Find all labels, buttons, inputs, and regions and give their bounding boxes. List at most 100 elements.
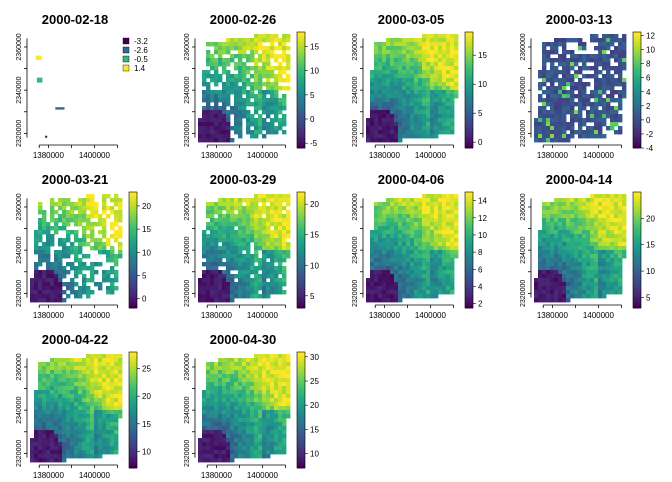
raster-cell xyxy=(606,278,610,282)
colorbar-step xyxy=(297,38,305,41)
raster-cell xyxy=(94,366,98,370)
raster-cell xyxy=(370,246,374,250)
colorbar-step xyxy=(129,401,137,404)
raster-cell xyxy=(242,50,246,54)
raster-cell xyxy=(86,194,90,198)
raster-cell xyxy=(58,458,62,462)
raster-cell xyxy=(98,398,102,402)
raster-cell xyxy=(554,278,558,282)
colorbar-step xyxy=(129,381,137,384)
colorbar-step xyxy=(465,44,473,47)
raster-cell xyxy=(234,274,238,278)
raster-cell xyxy=(418,114,422,118)
raster-cell xyxy=(542,90,546,94)
raster-cell xyxy=(278,390,282,394)
colorbar-step xyxy=(129,299,137,302)
raster-cell xyxy=(78,426,82,430)
raster-cell xyxy=(226,394,230,398)
raster-cell xyxy=(34,286,38,290)
raster-cell xyxy=(430,122,434,126)
raster-cell xyxy=(426,58,430,62)
raster-cell xyxy=(74,234,78,238)
raster-cell xyxy=(202,290,206,294)
colorbar-step xyxy=(465,70,473,73)
raster-cell xyxy=(206,378,210,382)
raster-cell xyxy=(410,210,414,214)
raster-cell xyxy=(434,294,438,298)
raster-cell xyxy=(270,46,274,50)
raster-cell xyxy=(58,202,62,206)
raster-cell xyxy=(606,238,610,242)
raster-cell xyxy=(250,234,254,238)
raster-cell xyxy=(238,270,242,274)
colorbar-step xyxy=(297,119,305,122)
raster-cell xyxy=(550,290,554,294)
raster-cell xyxy=(598,86,602,90)
raster-cell xyxy=(114,434,118,438)
raster-cell xyxy=(278,126,282,130)
raster-cell xyxy=(558,286,562,290)
raster-cell xyxy=(262,370,266,374)
raster-cell xyxy=(430,286,434,290)
raster-cell xyxy=(418,226,422,230)
raster-cell xyxy=(410,94,414,98)
raster-cell xyxy=(622,94,626,98)
raster-cell xyxy=(558,290,562,294)
raster-cell xyxy=(590,58,594,62)
raster-cell xyxy=(426,70,430,74)
raster-cell xyxy=(578,262,582,266)
colorbar-step xyxy=(633,96,641,99)
colorbar-step xyxy=(465,279,473,282)
raster-cell xyxy=(542,210,546,214)
raster-cell xyxy=(450,222,454,226)
raster-cell xyxy=(110,378,114,382)
colorbar-step xyxy=(633,58,641,61)
raster-cell xyxy=(426,234,430,238)
raster-cell xyxy=(226,214,230,218)
raster-cell xyxy=(106,370,110,374)
raster-cell xyxy=(242,374,246,378)
raster-cell xyxy=(590,118,594,122)
raster-cell xyxy=(218,294,222,298)
raster-cell xyxy=(450,242,454,246)
raster-cell xyxy=(98,378,102,382)
raster-cell xyxy=(34,398,38,402)
raster-cell xyxy=(542,242,546,246)
raster-cell xyxy=(414,286,418,290)
y-tick-label: 2340000 xyxy=(16,396,23,423)
raster-cell xyxy=(366,278,370,282)
raster-cell xyxy=(202,402,206,406)
raster-cell xyxy=(82,210,86,214)
raster-cell xyxy=(70,402,74,406)
raster-cell xyxy=(46,250,50,254)
colorbar-step xyxy=(129,387,137,390)
raster-cell xyxy=(430,226,434,230)
raster-cell xyxy=(254,218,258,222)
raster-cell xyxy=(566,202,570,206)
raster-cell xyxy=(578,130,582,134)
raster-cell xyxy=(378,58,382,62)
raster-cell xyxy=(258,206,262,210)
raster-cell xyxy=(586,258,590,262)
raster-cell xyxy=(414,290,418,294)
raster-cell xyxy=(230,214,234,218)
raster-cell xyxy=(254,214,258,218)
raster-cell xyxy=(242,110,246,114)
raster-cell xyxy=(274,266,278,270)
raster-cell xyxy=(118,230,122,234)
raster-cell xyxy=(46,266,50,270)
raster-cell xyxy=(386,46,390,50)
raster-cell xyxy=(430,134,434,138)
raster-cell xyxy=(38,222,42,226)
raster-cell xyxy=(390,82,394,86)
raster-cell xyxy=(394,298,398,302)
colorbar-step xyxy=(633,70,641,73)
raster-cell xyxy=(266,426,270,430)
raster-cell xyxy=(54,446,58,450)
raster-cell xyxy=(238,198,242,202)
raster-cell xyxy=(254,74,258,78)
raster-cell xyxy=(242,218,246,222)
